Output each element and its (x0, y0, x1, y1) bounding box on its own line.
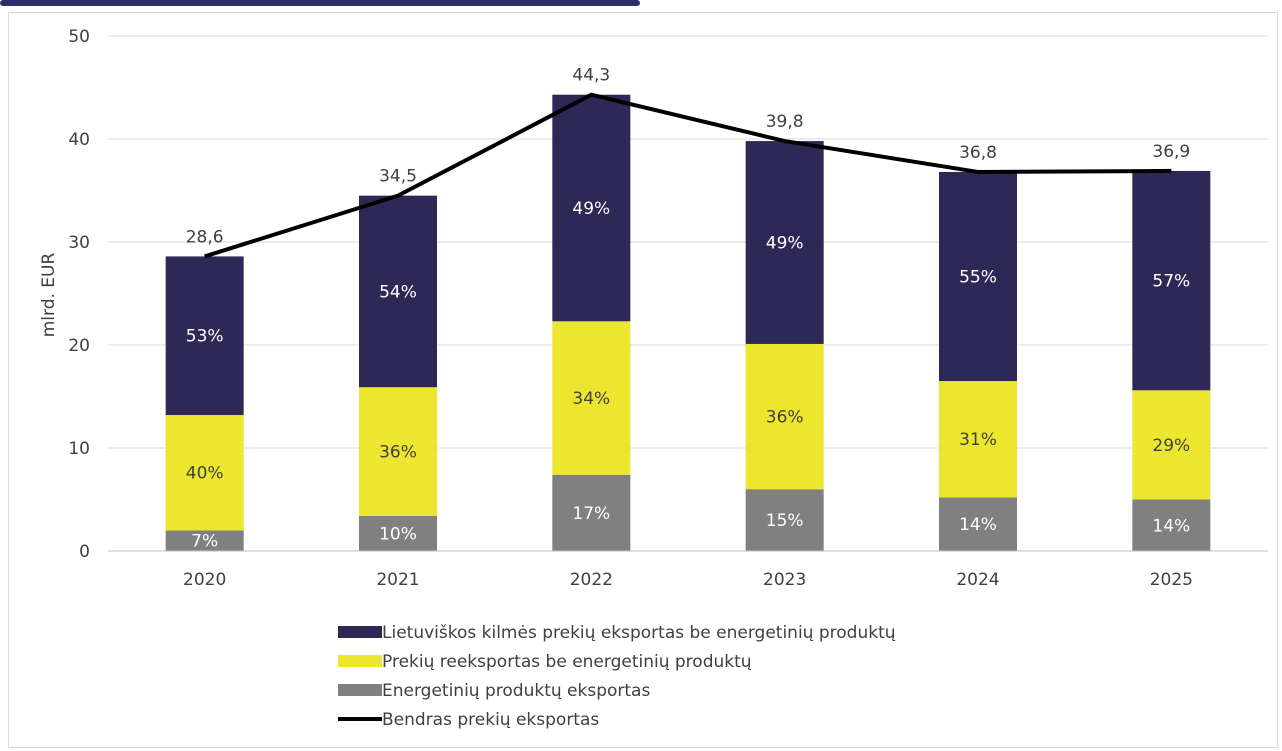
bar-segment (939, 171, 1017, 382)
segment-label: 53% (186, 327, 224, 347)
y-tick-label: 10 (68, 439, 90, 459)
x-tick-label: 2022 (570, 570, 613, 590)
legend-label: Prekių reeksportas be energetinių produk… (382, 652, 752, 672)
segment-label: 14% (1152, 516, 1190, 536)
segment-label: 57% (1152, 272, 1190, 292)
legend-swatch (338, 655, 382, 667)
gridlines (108, 35, 1268, 552)
x-tick-label: 2020 (183, 570, 226, 590)
total-value-label: 39,8 (766, 112, 804, 132)
legend: Lietuviškos kilmės prekių eksportas be e… (338, 623, 896, 730)
bar-segment (552, 321, 631, 475)
cropped-title-text (0, 0, 640, 6)
total-value-label: 36,9 (1152, 142, 1190, 162)
segment-label: 36% (766, 408, 804, 428)
bar-segment (165, 256, 244, 416)
y-tick-label: 20 (68, 336, 90, 356)
total-value-label: 44,3 (572, 66, 610, 86)
legend-swatch (338, 626, 382, 638)
bar-segment (745, 489, 824, 551)
bar-segment (359, 387, 437, 516)
bar-segment (745, 343, 824, 490)
total-line: 28,6 34,5 44,3 39,8 36,8 36,9 (186, 66, 1190, 259)
y-tick-label: 0 (79, 542, 90, 562)
segment-label: 55% (959, 268, 997, 288)
y-tick-label: 30 (68, 233, 90, 253)
cropped-title-strip (0, 0, 1282, 14)
segment-label: 49% (572, 199, 610, 219)
bar-segment (745, 141, 824, 344)
x-tick-label: 2024 (956, 570, 999, 590)
legend-swatch (338, 684, 382, 696)
total-value-label: 34,5 (379, 167, 417, 187)
y-tick-label: 40 (68, 130, 90, 150)
segment-label: 7% (191, 532, 218, 552)
bar-segment (165, 415, 244, 531)
legend-label: Bendras prekių eksportas (382, 710, 599, 730)
segment-label: 10% (379, 524, 417, 544)
segment-label: 54% (379, 282, 417, 302)
segment-label: 40% (186, 464, 224, 484)
bar-segment (552, 94, 631, 322)
segment-label: 14% (959, 515, 997, 535)
total-value-label: 36,8 (959, 143, 997, 163)
legend-label: Energetinių produktų eksportas (382, 681, 650, 701)
bars: 7% 40% 53% 10% 36% 54% 17% 34% 49% 15% 36% 49% 14% 31… (165, 94, 1211, 552)
segment-label: 34% (572, 389, 610, 409)
segment-label: 15% (766, 511, 804, 531)
x-tick-label: 2023 (763, 570, 806, 590)
x-tick-label: 2021 (376, 570, 419, 590)
bar-segment (359, 515, 437, 551)
bar-segment (552, 474, 631, 551)
segment-label: 49% (766, 234, 804, 254)
segment-label: 29% (1152, 436, 1190, 456)
x-tick-label: 2025 (1150, 570, 1193, 590)
total-line-path (204, 92, 1172, 259)
total-value-label: 28,6 (186, 227, 224, 247)
y-tick-label: 50 (68, 27, 90, 47)
y-axis: 0 10 20 30 40 50 (68, 27, 90, 562)
segment-label: 17% (572, 504, 610, 524)
segment-label: 36% (379, 443, 417, 463)
legend-label: Lietuviškos kilmės prekių eksportas be e… (382, 623, 896, 643)
x-axis: 2020 2021 2022 2023 2024 2025 (108, 550, 1268, 590)
bar-segment (359, 195, 437, 388)
segment-label: 31% (959, 430, 997, 450)
bar-segment (939, 381, 1017, 498)
bar-segment (165, 530, 244, 551)
bar-segment (1132, 390, 1211, 500)
chart-frame (8, 12, 1278, 748)
bar-segment (1132, 170, 1211, 391)
bar-segment (939, 497, 1017, 551)
y-axis-label: mlrd. EUR (39, 253, 59, 338)
bar-segment (1132, 499, 1211, 551)
